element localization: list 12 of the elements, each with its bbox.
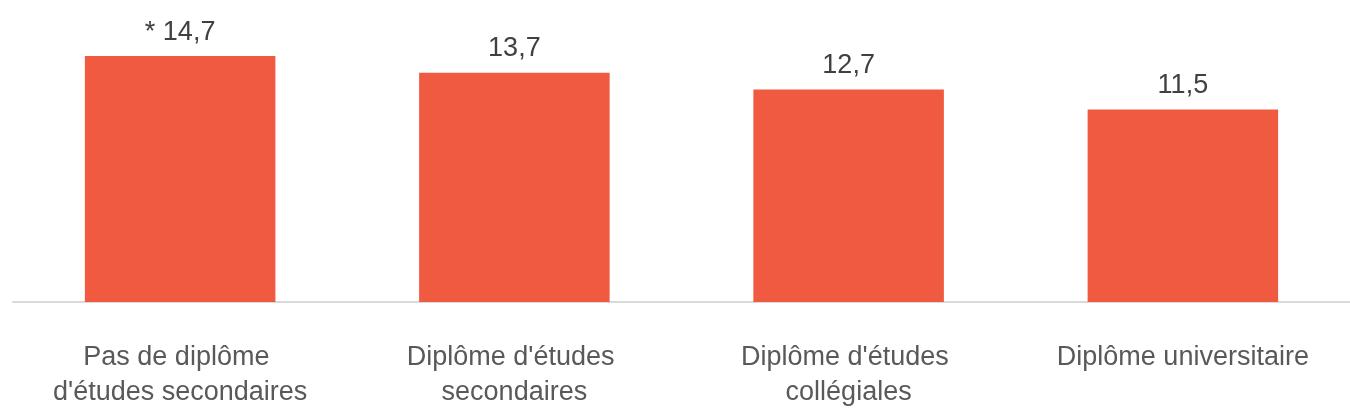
- bar: [419, 72, 610, 302]
- data-label: 13,7: [488, 32, 541, 63]
- x-tick-label: Diplôme d'études secondaires: [406, 340, 623, 406]
- bar: [84, 56, 276, 302]
- x-tick-label: Diplôme universitaire: [1056, 340, 1309, 371]
- data-label: * 14,7: [144, 15, 216, 46]
- bar: [753, 89, 944, 302]
- x-tick-label: Diplôme d'études collégiales: [740, 340, 957, 406]
- bar: [1087, 109, 1279, 302]
- x-tick-label: Pas de diplôme d'études secondaires: [52, 340, 308, 406]
- data-label: 12,7: [822, 48, 875, 79]
- data-label: 11,5: [1157, 69, 1209, 100]
